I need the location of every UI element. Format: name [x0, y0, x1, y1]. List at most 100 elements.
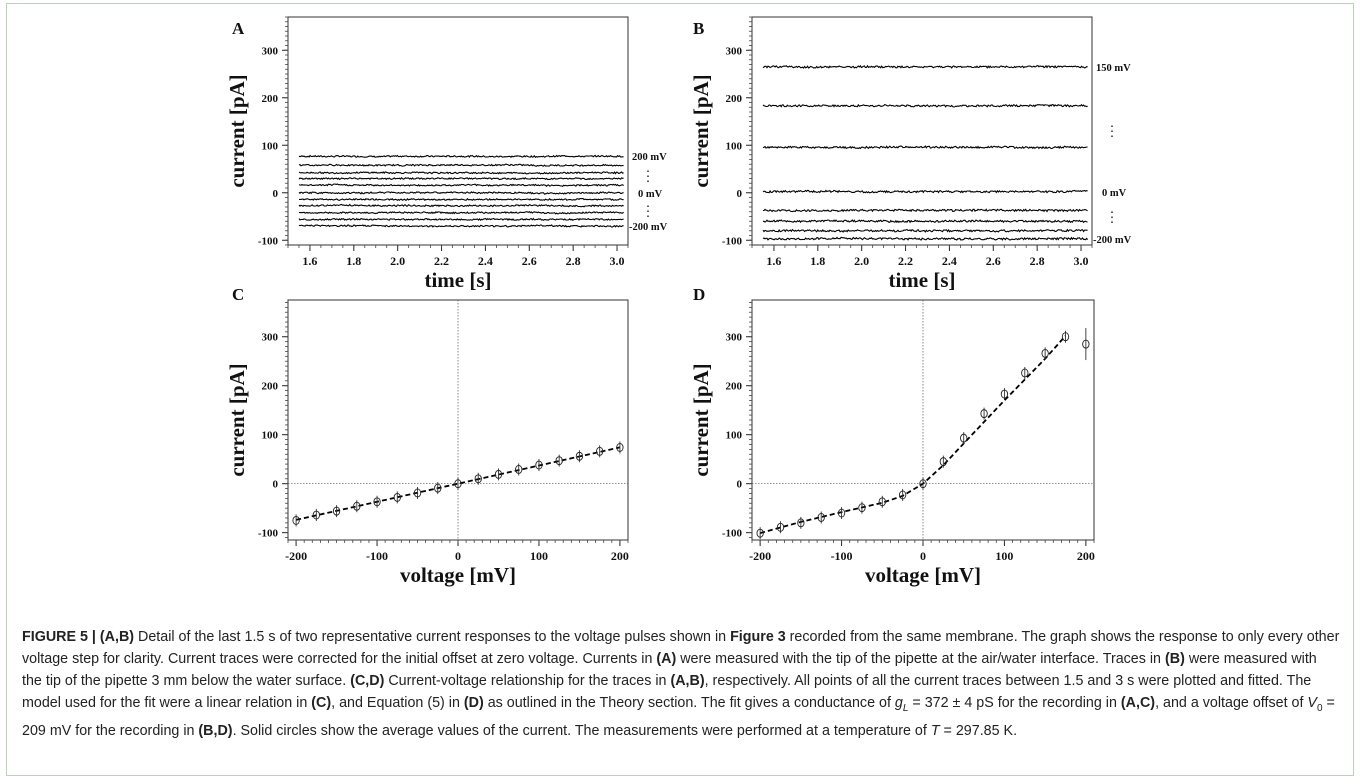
data-point: [312, 510, 320, 520]
x-tick-label: 1.8: [346, 254, 361, 268]
caption-segment: , and a voltage offset of: [1155, 695, 1308, 711]
caption-segment: , respectively. All points of all the cu…: [22, 673, 1312, 711]
caption-segment: 0: [1316, 702, 1323, 714]
ellipsis-marker: ⋮: [641, 169, 655, 184]
y-tick-label: -100: [722, 235, 743, 247]
y-tick-label: -100: [258, 235, 279, 247]
x-tick-label: 1.6: [302, 254, 317, 268]
caption-segment: (A,C): [1120, 695, 1156, 711]
trace-label-zero: 0 mV: [1102, 188, 1127, 199]
trace-label-top: 200 mV: [632, 152, 667, 163]
x-tick-label: 2.8: [566, 254, 581, 268]
x-tick-label: 100: [995, 549, 1013, 563]
x-tick-label: 0: [920, 549, 926, 563]
current-trace: [298, 224, 624, 228]
data-point: [292, 515, 300, 525]
y-tick-label: 0: [273, 479, 279, 491]
x-tick-label: -200: [749, 549, 771, 563]
panel-b: B 300 200 100 0 -100 1.6 1.8 2.0 2.2 2.4 2.6 2.8 3.0 t…: [689, 16, 1132, 292]
caption-segment: Detail of the last 1.5 s of two represen…: [134, 629, 731, 645]
current-trace: [762, 228, 1088, 233]
y-tick-label: 300: [262, 332, 279, 344]
trace-label-bottom: -200 mV: [629, 222, 668, 233]
caption-segment: (D): [463, 695, 484, 711]
data-point: [1041, 348, 1049, 358]
data-point: [919, 479, 927, 489]
current-trace: [299, 197, 624, 202]
caption-segment: (B): [1164, 651, 1185, 667]
y-tick-label: 0: [737, 188, 743, 200]
x-tick-label: 200: [611, 549, 629, 563]
current-trace: [762, 189, 1088, 194]
trace-label-zero: 0 mV: [638, 189, 663, 200]
data-point: [393, 492, 401, 502]
y-tick-label: 300: [726, 332, 743, 344]
y-tick-label: -100: [258, 528, 279, 540]
x-tick-label: 200: [1077, 549, 1095, 563]
panel-c: C 300 200 100 0 -100 -200 -100 0 100 200 voltage [m…: [225, 285, 629, 587]
data-point: [434, 483, 442, 493]
x-tick-label: 1.8: [810, 254, 825, 268]
plot-frame: [287, 16, 629, 246]
caption-segment: V: [1307, 695, 1317, 711]
x-tick-label: 2.4: [478, 254, 493, 268]
data-point: [555, 456, 563, 466]
data-point: [797, 518, 805, 528]
x-tick-label: 2.2: [434, 254, 449, 268]
y-tick-label: 0: [273, 188, 279, 200]
x-tick-label: 1.6: [766, 254, 781, 268]
data-point: [756, 528, 764, 538]
data-point: [373, 497, 381, 507]
panel-letter: D: [693, 285, 705, 304]
caption-segment: (C): [311, 695, 332, 711]
caption-label: FIGURE 5 |: [22, 629, 100, 645]
x-tick-label: -100: [366, 549, 388, 563]
x-axis-label: time [s]: [888, 268, 955, 292]
y-axis-label: current [pA]: [689, 363, 713, 476]
current-trace: [762, 219, 1088, 224]
y-tick-label: 100: [262, 430, 279, 442]
current-trace: [762, 64, 1088, 69]
panel-letter: A: [232, 19, 245, 38]
y-tick-label: 300: [726, 45, 743, 57]
data-point: [960, 433, 968, 443]
y-tick-label: 100: [726, 430, 743, 442]
x-tick-label: 3.0: [610, 254, 625, 268]
figure-panels: A 300 200 100 0 -100 1.6 1.8 2.0 2.2 2.4 2.6 2.8 3.0 t…: [225, 16, 1132, 587]
current-trace: [762, 236, 1089, 241]
data-point: [858, 503, 866, 513]
caption-segment: g: [894, 695, 903, 711]
data-point: [332, 506, 341, 516]
y-axis-label: current [pA]: [225, 363, 249, 476]
y-tick-label: 100: [726, 140, 743, 152]
x-tick-label: 0: [455, 549, 461, 563]
current-trace: [298, 217, 624, 222]
data-point: [1061, 332, 1070, 342]
data-point: [596, 446, 604, 456]
current-trace: [762, 145, 1088, 150]
data-point: [494, 469, 503, 479]
data-point: [474, 474, 482, 484]
current-trace: [298, 154, 624, 159]
x-tick-label: 2.8: [1030, 254, 1045, 268]
caption-segment: (A,B): [99, 629, 135, 645]
current-trace: [298, 177, 624, 181]
caption-segment: (B,D): [198, 722, 233, 739]
panel-letter: B: [693, 19, 704, 38]
x-tick-label: 2.6: [986, 254, 1001, 268]
trace-label-top: 150 mV: [1096, 63, 1131, 74]
data-point: [515, 465, 523, 474]
x-axis-label: voltage [mV]: [400, 563, 516, 587]
x-tick-label: 2.2: [898, 254, 913, 268]
x-tick-label: 100: [530, 549, 548, 563]
caption-segment: T: [930, 722, 940, 739]
ellipsis-marker: ⋮: [1105, 210, 1119, 225]
current-trace: [298, 210, 624, 215]
fit-line: [295, 446, 621, 521]
data-point: [980, 409, 988, 419]
y-tick-label: 200: [726, 381, 743, 393]
y-tick-label: -100: [722, 528, 743, 540]
y-axis-label: current [pA]: [689, 74, 713, 187]
ellipsis-marker: ⋮: [641, 204, 655, 219]
data-point: [776, 522, 785, 532]
